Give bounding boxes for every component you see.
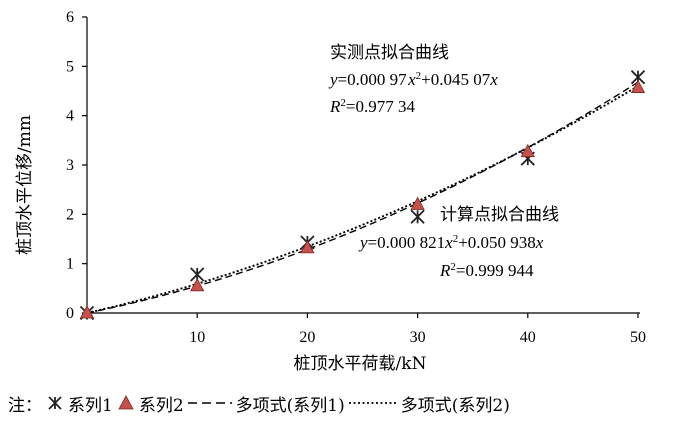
triangle-point [410, 196, 425, 210]
x-tick-label: 20 [299, 329, 315, 346]
axes: 0 1 2 3 4 5 6 10 20 30 40 50 [66, 9, 646, 346]
legend-item-series2: 系列2 [113, 391, 184, 416]
fit-curve-measured [86, 81, 639, 314]
triangle-point [300, 240, 315, 254]
y-tick-label: 1 [66, 256, 74, 273]
x-tick-label: 50 [630, 329, 646, 346]
triangle-point [630, 79, 646, 93]
annotation-calculated-title: 计算点拟合曲线 [440, 205, 559, 225]
x-tick-label: 40 [520, 329, 536, 346]
fit-lines [86, 81, 639, 314]
y-axis-title: 桩顶水平位移/mm [15, 115, 35, 255]
asterisk-point [410, 209, 425, 224]
chart-area: 0 1 2 3 4 5 6 10 20 30 40 50 桩顶水平位移/mm 桩顶水平荷载/kN 实测… [15, 9, 646, 374]
legend-item-fit2: 多项式(系列2) [345, 391, 510, 416]
y-tick-label: 5 [66, 58, 74, 75]
annotation-calculated-r2: R2=0.999 944 [439, 261, 534, 280]
x-tick-label: 30 [410, 329, 426, 346]
y-tick-label: 0 [66, 305, 74, 322]
triangle-icon [118, 395, 134, 410]
triangle-point [520, 143, 535, 158]
legend: 注： 系列1 系列2 多项式(系列1) 多项式(系列2) [8, 388, 510, 418]
dashed-line-icon [187, 402, 232, 404]
y-tick-label: 4 [66, 108, 74, 125]
legend-label-fit1: 多项式(系列1) [235, 395, 345, 416]
y-tick-label: 6 [66, 9, 74, 26]
annotation-measured-title: 实测点拟合曲线 [330, 43, 449, 63]
triangle-point [79, 305, 95, 319]
legend-item-fit1: 多项式(系列1) [184, 391, 345, 416]
annotation-measured-r2: R2=0.977 34 [329, 97, 415, 116]
legend-label-series2: 系列2 [138, 395, 184, 416]
y-tick-label: 3 [66, 157, 74, 174]
legend-item-series1: 系列1 [42, 391, 113, 416]
data-marks [79, 70, 646, 321]
triangle-point [190, 278, 205, 292]
asterisk-icon [48, 396, 62, 410]
x-tick-label: 10 [189, 329, 205, 346]
legend-label-series1: 系列1 [68, 395, 113, 416]
legend-prefix: 注： [8, 395, 42, 416]
annotation-measured-equation: y=0.000 97 x2+0.045 07x [328, 70, 498, 89]
y-tick-label: 2 [66, 206, 74, 223]
annotation-calculated-equation: y=0.000 821x2+0.050 938x [358, 233, 544, 252]
x-axis-title: 桩顶水平荷载/kN [294, 354, 427, 374]
dotted-line-icon [348, 402, 397, 404]
legend-label-fit2: 多项式(系列2) [400, 395, 510, 416]
fit-curve-calculated [86, 85, 639, 314]
